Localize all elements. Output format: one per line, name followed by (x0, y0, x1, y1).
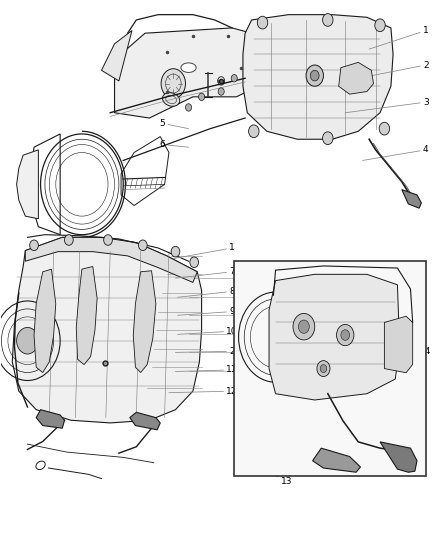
Circle shape (185, 104, 191, 111)
Polygon shape (243, 14, 393, 139)
Circle shape (64, 235, 73, 245)
Circle shape (161, 69, 185, 99)
Circle shape (311, 70, 319, 81)
Circle shape (293, 313, 315, 340)
Polygon shape (269, 274, 399, 400)
Text: 5: 5 (159, 119, 188, 128)
Text: 1: 1 (173, 244, 235, 259)
Circle shape (171, 246, 180, 257)
Circle shape (249, 125, 259, 138)
Circle shape (322, 132, 333, 144)
Circle shape (30, 240, 39, 251)
Circle shape (341, 330, 350, 341)
Polygon shape (36, 410, 64, 428)
Polygon shape (133, 271, 156, 373)
Ellipse shape (181, 63, 196, 72)
Polygon shape (34, 269, 56, 373)
Circle shape (379, 122, 390, 135)
Text: 2: 2 (176, 347, 235, 356)
Text: 13: 13 (271, 473, 292, 486)
Text: 14: 14 (397, 347, 431, 356)
Text: 10: 10 (178, 327, 238, 336)
Ellipse shape (162, 93, 180, 106)
Circle shape (375, 19, 385, 31)
Circle shape (190, 257, 198, 268)
Circle shape (306, 65, 323, 86)
Circle shape (17, 327, 39, 354)
Circle shape (104, 235, 113, 245)
Text: 4: 4 (363, 146, 428, 160)
Polygon shape (12, 237, 201, 423)
Text: 9: 9 (178, 307, 235, 316)
Polygon shape (385, 316, 413, 373)
Polygon shape (402, 190, 421, 208)
Text: 12: 12 (169, 386, 238, 395)
Circle shape (298, 320, 309, 333)
Text: 6: 6 (159, 140, 188, 149)
Text: 8: 8 (178, 287, 235, 297)
Circle shape (198, 93, 205, 101)
Polygon shape (130, 413, 160, 430)
Text: 1: 1 (369, 26, 429, 49)
Circle shape (231, 75, 237, 82)
Circle shape (218, 88, 224, 95)
Bar (234, 261, 426, 476)
Polygon shape (17, 150, 39, 219)
Text: 3: 3 (345, 98, 429, 113)
Polygon shape (102, 30, 132, 81)
Text: 11: 11 (176, 366, 238, 374)
Circle shape (320, 365, 327, 373)
Circle shape (138, 240, 147, 251)
Polygon shape (25, 237, 197, 282)
Polygon shape (380, 442, 417, 472)
Text: 2: 2 (358, 61, 428, 78)
Polygon shape (76, 266, 97, 365)
Circle shape (336, 325, 354, 346)
Circle shape (317, 361, 330, 376)
Polygon shape (313, 448, 360, 472)
Text: 7: 7 (176, 268, 235, 278)
Circle shape (322, 13, 333, 26)
Polygon shape (339, 62, 374, 94)
Polygon shape (115, 28, 271, 118)
Circle shape (257, 16, 268, 29)
